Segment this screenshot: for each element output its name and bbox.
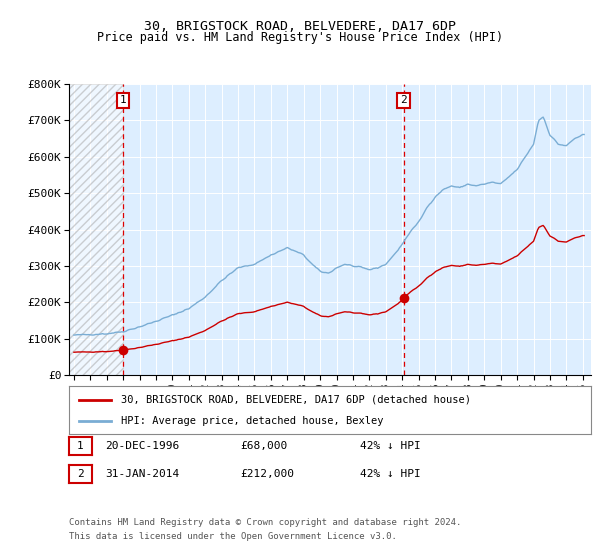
Text: 1: 1 — [119, 95, 126, 105]
Text: 30, BRIGSTOCK ROAD, BELVEDERE, DA17 6DP (detached house): 30, BRIGSTOCK ROAD, BELVEDERE, DA17 6DP … — [121, 395, 471, 405]
Text: 30, BRIGSTOCK ROAD, BELVEDERE, DA17 6DP: 30, BRIGSTOCK ROAD, BELVEDERE, DA17 6DP — [144, 20, 456, 32]
Text: 42% ↓ HPI: 42% ↓ HPI — [360, 441, 421, 451]
Text: 31-JAN-2014: 31-JAN-2014 — [105, 469, 179, 479]
Text: 2: 2 — [400, 95, 407, 105]
Text: 42% ↓ HPI: 42% ↓ HPI — [360, 469, 421, 479]
Bar — [69, 84, 122, 375]
Text: This data is licensed under the Open Government Licence v3.0.: This data is licensed under the Open Gov… — [69, 532, 397, 541]
Text: £212,000: £212,000 — [240, 469, 294, 479]
Text: Contains HM Land Registry data © Crown copyright and database right 2024.: Contains HM Land Registry data © Crown c… — [69, 518, 461, 527]
Text: HPI: Average price, detached house, Bexley: HPI: Average price, detached house, Bexl… — [121, 416, 384, 426]
Text: 20-DEC-1996: 20-DEC-1996 — [105, 441, 179, 451]
Text: £68,000: £68,000 — [240, 441, 287, 451]
Text: 2: 2 — [77, 469, 84, 479]
Text: 1: 1 — [77, 441, 84, 451]
Text: Price paid vs. HM Land Registry's House Price Index (HPI): Price paid vs. HM Land Registry's House … — [97, 31, 503, 44]
